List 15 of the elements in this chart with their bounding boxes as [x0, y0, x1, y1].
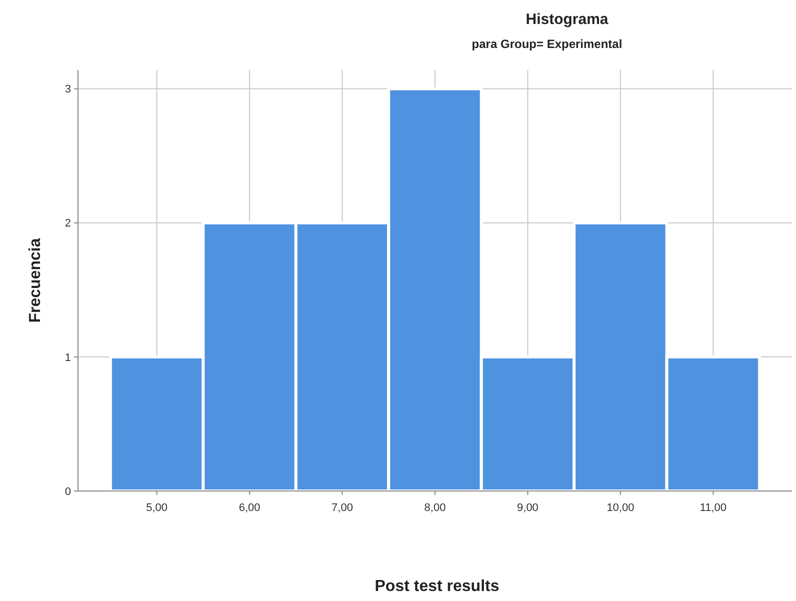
x-tick-label: 8,00: [424, 502, 446, 514]
y-tick-label: 3: [64, 84, 71, 96]
x-tick-label: 10,00: [606, 502, 634, 514]
y-axis-title: Frecuencia: [27, 238, 44, 323]
y-tick-label: 0: [64, 486, 71, 498]
x-axis-title: Post test results: [374, 578, 500, 595]
x-tick-label: 6,00: [238, 502, 260, 514]
chart-title: Histograma: [526, 11, 609, 28]
y-tick-label: 2: [64, 218, 71, 230]
x-tick-label: 7,00: [332, 502, 353, 514]
chart-subtitle: para Group= Experimental: [472, 37, 622, 51]
x-tick-label: 11,00: [700, 502, 727, 514]
x-tick-label: 9,00: [517, 502, 538, 514]
x-tick-label: 5,00: [146, 502, 168, 514]
y-tick-label: 1: [64, 352, 71, 364]
